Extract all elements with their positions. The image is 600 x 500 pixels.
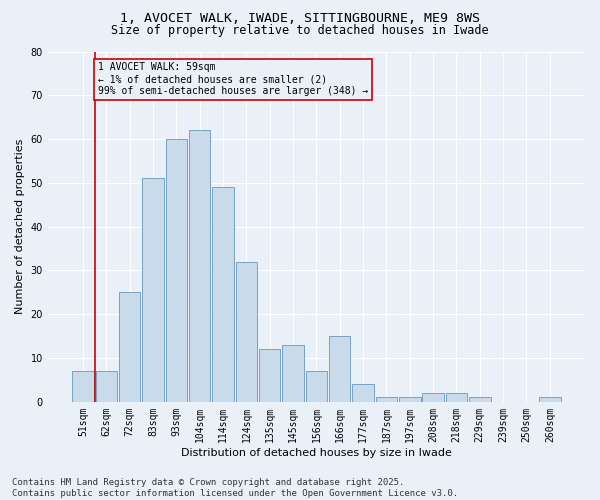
Bar	[236, 262, 257, 402]
Text: 1 AVOCET WALK: 59sqm
← 1% of detached houses are smaller (2)
99% of semi-detache: 1 AVOCET WALK: 59sqm ← 1% of detached ho…	[98, 62, 368, 96]
Text: Size of property relative to detached houses in Iwade: Size of property relative to detached ho…	[111, 24, 489, 37]
Bar	[72, 371, 94, 402]
Bar	[189, 130, 211, 402]
Bar	[329, 336, 350, 402]
Y-axis label: Number of detached properties: Number of detached properties	[15, 139, 25, 314]
Bar	[212, 188, 234, 402]
Bar	[166, 139, 187, 402]
Bar	[422, 393, 444, 402]
Bar	[399, 398, 421, 402]
Bar	[352, 384, 374, 402]
Text: Contains HM Land Registry data © Crown copyright and database right 2025.
Contai: Contains HM Land Registry data © Crown c…	[12, 478, 458, 498]
Bar	[446, 393, 467, 402]
Bar	[305, 371, 327, 402]
Bar	[119, 292, 140, 402]
Bar	[95, 371, 117, 402]
Bar	[283, 345, 304, 402]
Bar	[142, 178, 164, 402]
X-axis label: Distribution of detached houses by size in Iwade: Distribution of detached houses by size …	[181, 448, 452, 458]
Bar	[539, 398, 560, 402]
Bar	[376, 398, 397, 402]
Text: 1, AVOCET WALK, IWADE, SITTINGBOURNE, ME9 8WS: 1, AVOCET WALK, IWADE, SITTINGBOURNE, ME…	[120, 12, 480, 26]
Bar	[469, 398, 491, 402]
Bar	[259, 350, 280, 402]
